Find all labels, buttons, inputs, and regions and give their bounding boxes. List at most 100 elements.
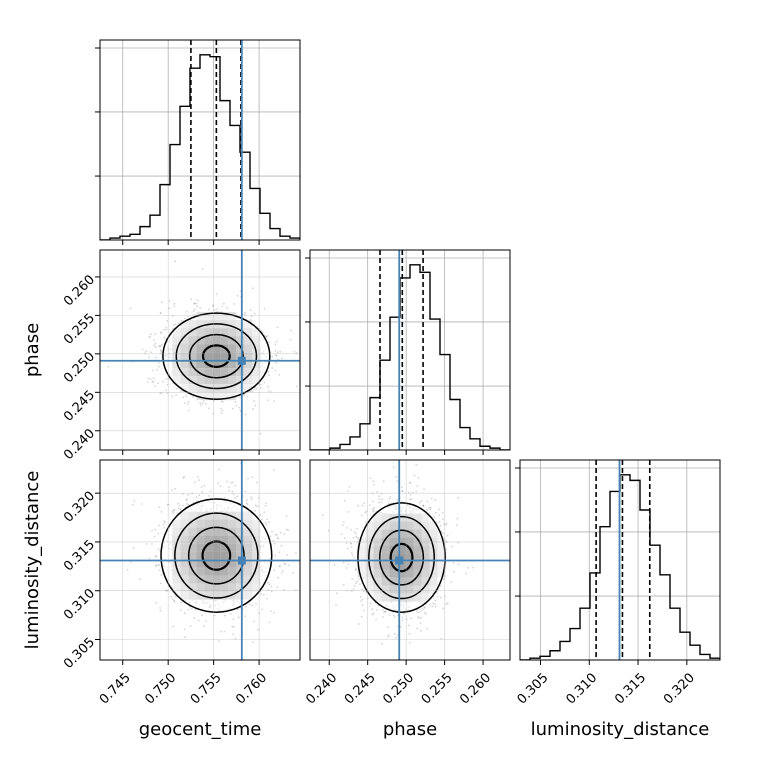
sample-point <box>155 346 157 349</box>
sample-point <box>152 380 155 383</box>
sample-point <box>259 432 262 435</box>
sample-point <box>388 497 391 500</box>
sample-point <box>193 481 196 484</box>
sample-point <box>158 564 161 567</box>
sample-point <box>267 390 270 392</box>
sample-point <box>203 484 206 487</box>
sample-point <box>175 394 178 397</box>
sample-point <box>359 595 362 598</box>
sample-point <box>281 570 284 572</box>
sample-point <box>292 572 294 574</box>
sample-point <box>173 302 176 305</box>
sample-point <box>193 302 196 305</box>
y-tick-label: 0.245 <box>61 388 98 425</box>
sample-point <box>429 508 432 510</box>
sample-point <box>401 616 404 619</box>
sample-point <box>401 486 403 488</box>
sample-point <box>168 307 171 310</box>
sample-point <box>232 625 235 628</box>
sample-point <box>432 595 435 598</box>
sample-point <box>223 496 226 499</box>
sample-point <box>279 350 282 353</box>
sample-point <box>346 527 348 529</box>
sample-point <box>342 561 345 564</box>
sample-point <box>157 362 160 364</box>
sample-point <box>356 527 358 530</box>
sample-point <box>198 494 201 496</box>
sample-point <box>349 542 352 545</box>
contour-3 <box>389 542 414 573</box>
sample-point <box>264 504 267 507</box>
sample-point <box>274 555 277 557</box>
sample-point <box>263 307 266 310</box>
sample-point <box>273 542 276 545</box>
sample-point <box>234 484 237 487</box>
x-tick-label: 0.240 <box>303 670 340 707</box>
sample-point <box>409 482 412 484</box>
sample-point <box>263 381 266 384</box>
sample-point <box>253 620 255 623</box>
hist-panel-geocent_time <box>95 39 301 245</box>
contour-3 <box>201 540 232 571</box>
sample-point <box>378 495 380 497</box>
sample-point <box>259 383 261 386</box>
sample-point <box>342 521 345 523</box>
sample-point <box>401 619 404 622</box>
sample-point <box>434 605 437 608</box>
sample-point <box>353 531 356 534</box>
sample-point <box>159 344 162 347</box>
sample-point <box>293 351 296 353</box>
sample-point <box>283 563 286 565</box>
contour-2 <box>188 333 244 379</box>
sample-point <box>426 508 428 511</box>
sample-point <box>171 510 174 513</box>
sample-point <box>177 322 180 325</box>
sample-point <box>420 629 422 632</box>
sample-point <box>251 287 254 290</box>
truth-marker <box>237 556 246 565</box>
sample-point <box>445 603 447 606</box>
sample-point <box>231 481 234 484</box>
sample-point <box>150 351 153 353</box>
sample-point <box>351 552 353 554</box>
sample-point <box>387 502 390 504</box>
sample-point <box>262 593 265 596</box>
sample-point <box>401 490 404 492</box>
sample-point <box>371 613 374 616</box>
sample-point <box>429 506 432 509</box>
sample-point <box>433 603 436 606</box>
sample-point <box>276 536 279 539</box>
sample-point <box>222 400 224 403</box>
sample-point <box>190 298 193 301</box>
sample-point <box>274 350 277 352</box>
sample-point <box>423 607 426 609</box>
sample-point <box>163 328 165 331</box>
sample-point <box>357 504 359 507</box>
sample-point <box>423 488 425 491</box>
sample-point <box>438 514 441 517</box>
sample-point <box>389 496 392 498</box>
sample-point <box>163 336 166 339</box>
contour-2 <box>378 529 425 586</box>
sample-point <box>185 395 188 398</box>
sample-point <box>353 585 356 587</box>
sample-point <box>271 530 273 533</box>
sample-point <box>361 588 364 591</box>
sample-point <box>155 555 158 558</box>
sample-point <box>375 618 377 621</box>
sample-point <box>353 556 355 559</box>
sample-point <box>246 503 249 506</box>
sample-point <box>352 588 355 591</box>
sample-point <box>200 486 203 488</box>
sample-point <box>208 407 210 410</box>
pair-inner <box>100 250 300 450</box>
sample-point <box>456 517 459 520</box>
sample-point <box>250 496 252 499</box>
sample-point <box>457 563 460 566</box>
sample-point <box>350 546 353 548</box>
sample-point <box>267 399 269 402</box>
sample-point <box>347 490 349 492</box>
sample-point <box>445 522 448 525</box>
sample-point <box>239 409 242 412</box>
sample-point <box>179 609 182 611</box>
